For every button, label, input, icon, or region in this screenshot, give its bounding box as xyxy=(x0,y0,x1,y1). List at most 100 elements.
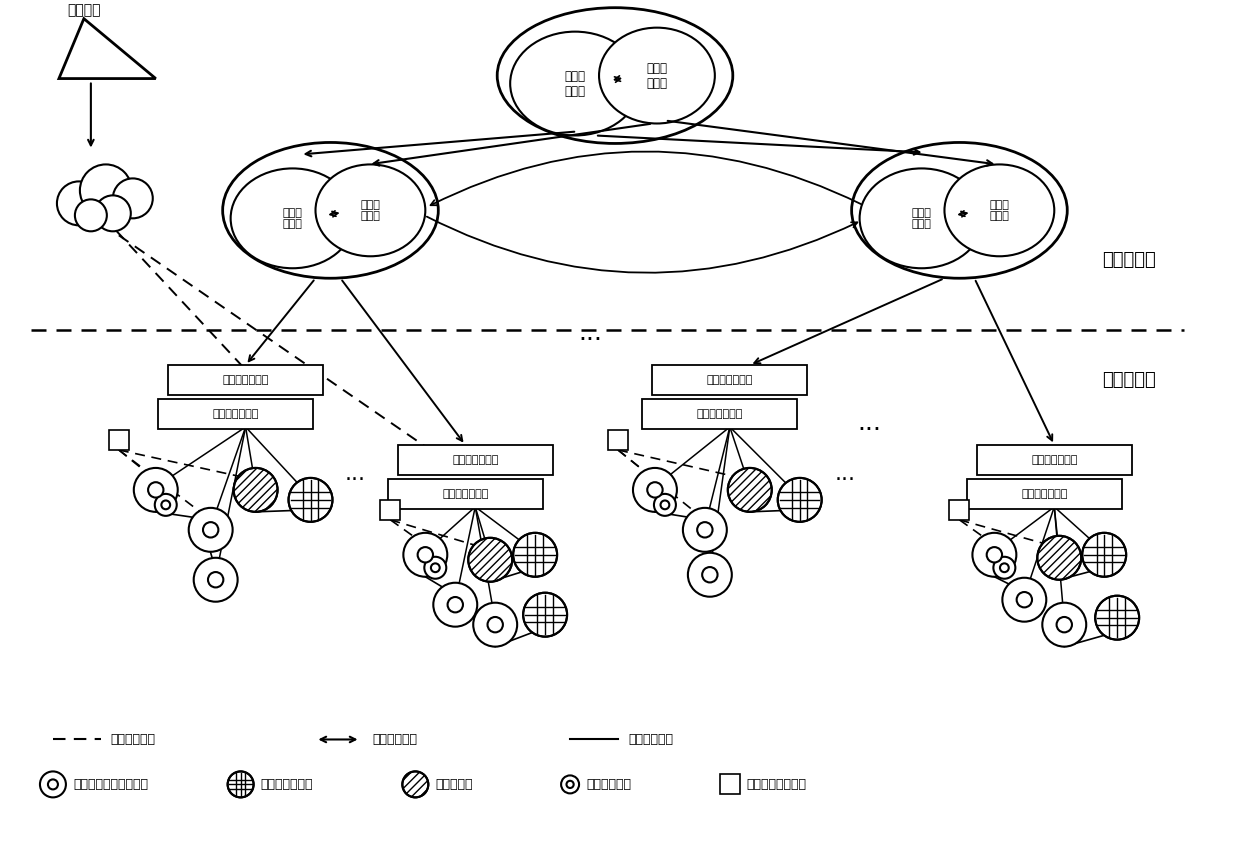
Circle shape xyxy=(203,522,218,538)
Circle shape xyxy=(161,501,170,509)
Circle shape xyxy=(777,478,822,522)
Text: 智能用户群: 智能用户群 xyxy=(435,778,472,791)
Circle shape xyxy=(402,771,428,797)
Circle shape xyxy=(40,771,66,797)
Text: 节点能源控制器: 节点能源控制器 xyxy=(443,489,489,499)
Circle shape xyxy=(993,556,1016,579)
Bar xyxy=(967,479,1122,509)
Ellipse shape xyxy=(852,142,1068,278)
Bar xyxy=(977,445,1132,475)
Circle shape xyxy=(474,603,517,647)
Circle shape xyxy=(661,501,670,509)
Text: 节点能源控制器: 节点能源控制器 xyxy=(1021,489,1068,499)
Ellipse shape xyxy=(497,8,733,143)
Text: 规模化储能装置: 规模化储能装置 xyxy=(260,778,312,791)
Circle shape xyxy=(193,558,238,602)
Circle shape xyxy=(113,179,153,218)
Circle shape xyxy=(448,597,463,612)
Text: 节点通信控制器: 节点通信控制器 xyxy=(1032,455,1078,465)
Text: 节点能源控制器: 节点能源控制器 xyxy=(212,409,259,419)
Circle shape xyxy=(632,468,677,512)
Circle shape xyxy=(1095,596,1140,640)
Text: ···: ··· xyxy=(858,418,882,442)
Bar xyxy=(398,445,553,475)
Text: 根能源
控制器: 根能源 控制器 xyxy=(564,70,585,98)
Circle shape xyxy=(1056,617,1071,632)
Bar xyxy=(159,399,312,429)
Ellipse shape xyxy=(510,32,640,136)
Text: 广域能源层: 广域能源层 xyxy=(1102,251,1156,269)
Text: 根通信
控制器: 根通信 控制器 xyxy=(361,200,381,221)
Ellipse shape xyxy=(231,169,355,268)
Text: 规模化分布式发电装置: 规模化分布式发电装置 xyxy=(73,778,148,791)
Circle shape xyxy=(1002,577,1047,621)
Circle shape xyxy=(487,617,503,632)
Circle shape xyxy=(728,468,771,512)
Text: ···: ··· xyxy=(345,470,366,490)
Circle shape xyxy=(1017,592,1032,608)
Text: 节点能源控制器: 节点能源控制器 xyxy=(697,409,743,419)
Text: ···: ··· xyxy=(835,470,856,490)
Circle shape xyxy=(155,494,177,516)
Text: 信息转发节点: 信息转发节点 xyxy=(587,778,631,791)
Circle shape xyxy=(148,482,164,497)
Circle shape xyxy=(418,547,433,562)
Circle shape xyxy=(79,164,131,217)
Circle shape xyxy=(999,563,1009,572)
Text: 信息控制链路: 信息控制链路 xyxy=(372,733,418,746)
Ellipse shape xyxy=(315,164,425,256)
Circle shape xyxy=(1038,536,1081,580)
Circle shape xyxy=(228,771,254,797)
Circle shape xyxy=(433,583,477,626)
Text: 能源物理链路: 能源物理链路 xyxy=(627,733,673,746)
Text: ···: ··· xyxy=(578,328,603,352)
Circle shape xyxy=(702,567,718,583)
Circle shape xyxy=(697,522,713,538)
Circle shape xyxy=(188,507,233,552)
Text: 根能源
控制器: 根能源 控制器 xyxy=(283,207,303,229)
Circle shape xyxy=(208,572,223,588)
Text: 根能源
控制器: 根能源 控制器 xyxy=(911,207,931,229)
Circle shape xyxy=(523,593,567,636)
Text: 信息传输链路: 信息传输链路 xyxy=(110,733,156,746)
Circle shape xyxy=(647,482,662,497)
Circle shape xyxy=(233,468,278,512)
Circle shape xyxy=(987,547,1002,562)
Text: 数据中心: 数据中心 xyxy=(67,3,100,18)
Ellipse shape xyxy=(945,164,1054,256)
Bar xyxy=(169,365,322,395)
Circle shape xyxy=(469,538,512,582)
Text: 局域能源层: 局域能源层 xyxy=(1102,371,1156,389)
Circle shape xyxy=(683,507,727,552)
Circle shape xyxy=(48,780,58,789)
Circle shape xyxy=(1083,533,1126,577)
Circle shape xyxy=(513,533,557,577)
Text: 根通信
控制器: 根通信 控制器 xyxy=(990,200,1009,221)
Circle shape xyxy=(560,776,579,793)
Circle shape xyxy=(424,556,446,579)
Bar xyxy=(388,479,543,509)
Bar xyxy=(642,399,797,429)
Ellipse shape xyxy=(599,28,714,123)
Text: 信息汇聚转发节点: 信息汇聚转发节点 xyxy=(746,778,807,791)
Circle shape xyxy=(653,494,676,516)
Text: 节点通信控制器: 节点通信控制器 xyxy=(707,375,753,385)
Circle shape xyxy=(57,181,100,225)
Circle shape xyxy=(403,533,448,577)
Bar xyxy=(109,430,129,450)
Circle shape xyxy=(95,196,130,231)
Circle shape xyxy=(74,199,107,231)
Circle shape xyxy=(688,553,732,597)
Text: 节点通信控制器: 节点通信控制器 xyxy=(453,455,498,465)
Bar xyxy=(950,500,970,520)
Circle shape xyxy=(289,478,332,522)
Bar xyxy=(720,775,740,794)
Bar xyxy=(381,500,401,520)
Circle shape xyxy=(972,533,1017,577)
Ellipse shape xyxy=(223,142,438,278)
Circle shape xyxy=(1043,603,1086,647)
Circle shape xyxy=(432,563,440,572)
Text: 根通信
控制器: 根通信 控制器 xyxy=(646,62,667,89)
Circle shape xyxy=(567,781,574,788)
Ellipse shape xyxy=(859,169,983,268)
